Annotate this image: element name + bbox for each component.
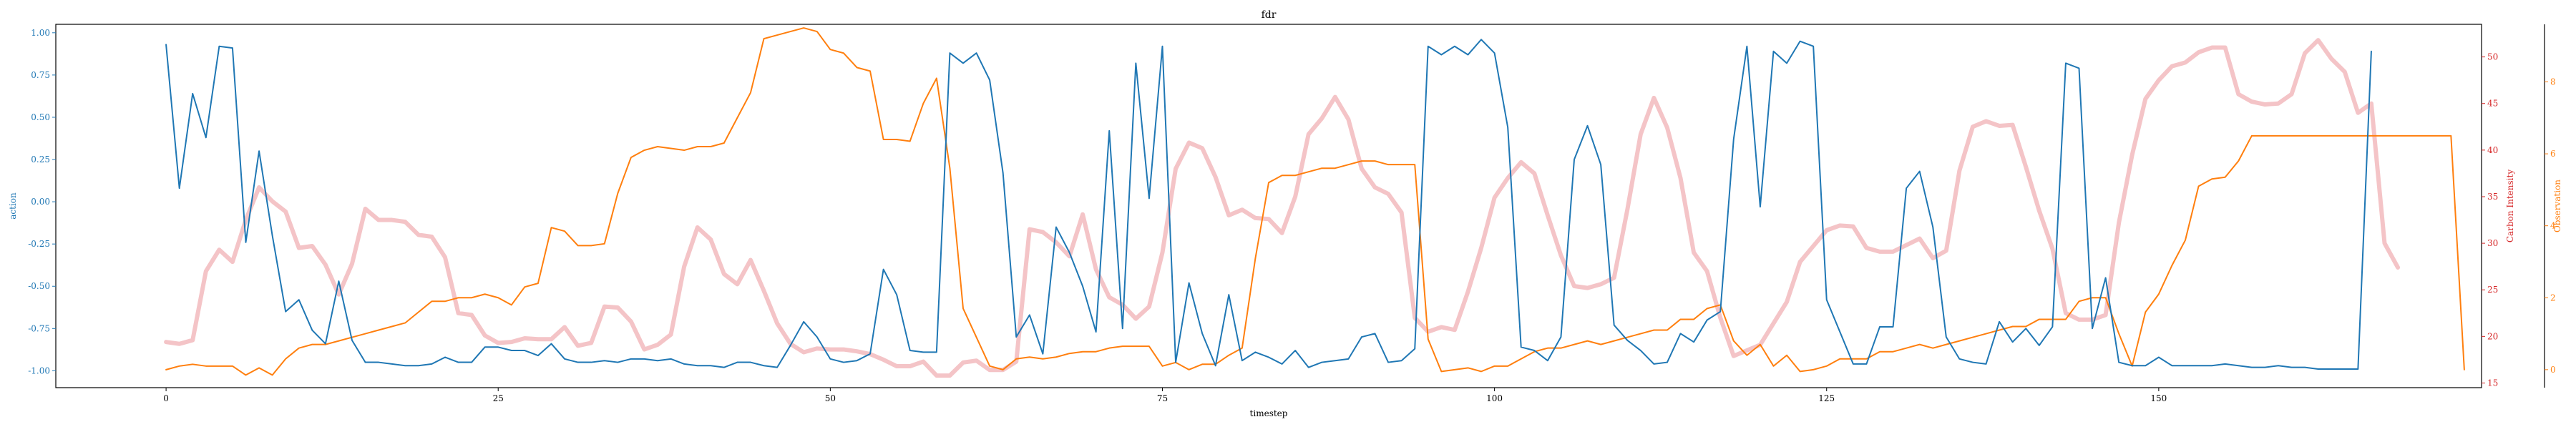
y-tick-label-action: 0.25 — [31, 154, 50, 165]
y-tick-label-carbon: 50 — [2487, 52, 2498, 62]
x-tick-label: 125 — [1818, 393, 1835, 403]
series-line-action — [165, 39, 2372, 370]
y-tick-label-carbon: 45 — [2487, 99, 2498, 109]
y-axis-label-carbon-intensity: Carbon Intensity — [2505, 170, 2515, 242]
series-line-carbon — [164, 38, 2401, 378]
y-axis-label-action: action — [8, 192, 18, 220]
axes-layer: 0 25 50 75 100 125 150-1.00-0.75-0.50-0.250.00… — [28, 24, 2556, 403]
y-tick-label-carbon: 40 — [2487, 145, 2498, 155]
y-tick-label-action: -0.75 — [28, 323, 50, 333]
x-tick-label: 75 — [1157, 393, 1168, 403]
y-tick-label-carbon: 30 — [2487, 238, 2498, 248]
y-tick-label-action: 1.00 — [31, 28, 50, 38]
y-tick-label-action: 0.00 — [31, 197, 50, 207]
y-tick-label-observation: 4 — [2550, 221, 2556, 231]
y-tick-label-observation: 6 — [2550, 149, 2556, 159]
plot-frame — [55, 24, 2482, 388]
x-tick-label: 50 — [825, 393, 836, 403]
y-tick-label-carbon: 35 — [2487, 192, 2498, 202]
y-tick-label-observation: 0 — [2550, 365, 2556, 375]
series-line-observation — [165, 27, 2465, 376]
y-tick-label-action: 0.75 — [31, 70, 50, 80]
y-tick-label-observation: 2 — [2550, 293, 2556, 303]
y-tick-label-observation: 8 — [2550, 77, 2556, 87]
y-tick-label-carbon: 15 — [2487, 378, 2498, 388]
y-tick-label-carbon: 20 — [2487, 331, 2498, 341]
y-tick-label-action: -1.00 — [28, 365, 50, 375]
y-axis-label-observation: Observation — [2552, 180, 2562, 232]
y-tick-label-action: 0.50 — [31, 112, 50, 122]
y-tick-label-action: -0.50 — [28, 281, 50, 291]
chart-title: fdr — [1262, 9, 1277, 21]
x-tick-label: 25 — [493, 393, 504, 403]
x-axis-label: timestep — [1250, 408, 1288, 418]
x-tick-label: 0 — [163, 393, 169, 403]
y-tick-label-action: -0.25 — [28, 239, 50, 249]
y-tick-label-carbon: 25 — [2487, 285, 2498, 295]
series-layer — [164, 27, 2465, 378]
x-tick-label: 150 — [2150, 393, 2167, 403]
x-tick-label: 100 — [1486, 393, 1503, 403]
